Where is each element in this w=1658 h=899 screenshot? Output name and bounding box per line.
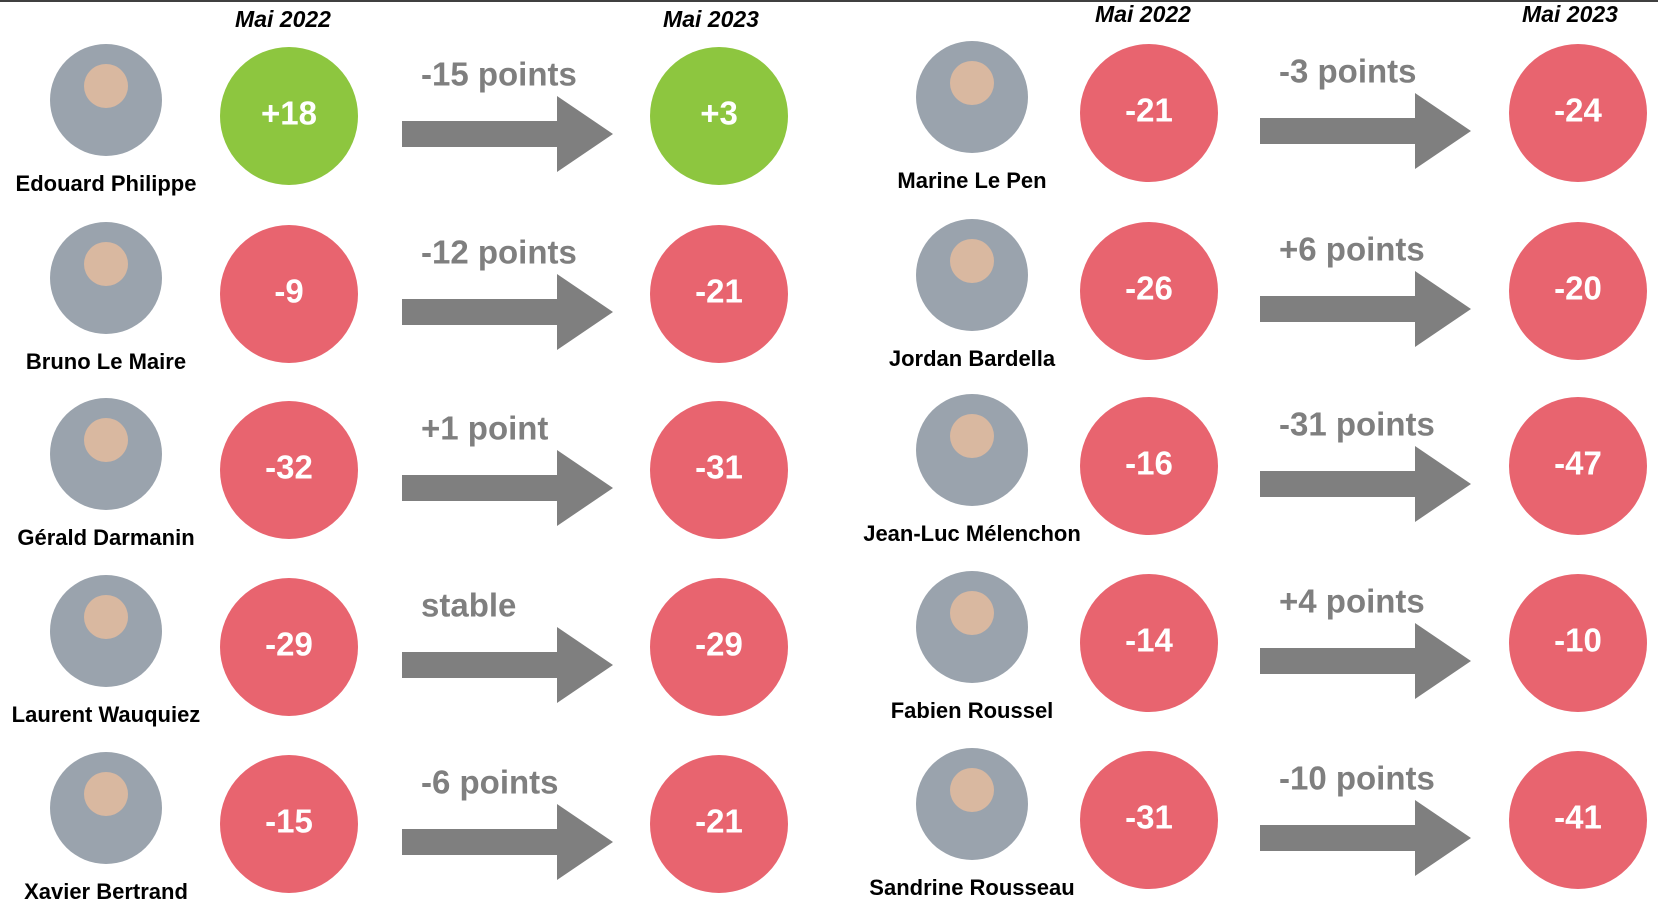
score-2023: -24 (1554, 92, 1602, 129)
arrow (1260, 271, 1471, 347)
score-2023: +3 (700, 95, 738, 132)
portrait-head (950, 61, 994, 105)
portrait-head (84, 64, 128, 108)
arrow (402, 627, 613, 703)
infographic: Mai 2022 Mai 2023 Edouard Philippe +18 +3 -15… (0, 0, 1658, 899)
change-label: -3 points (1279, 53, 1417, 90)
portrait-head (950, 414, 994, 458)
score-2022: -31 (1125, 799, 1173, 836)
score-2022: -29 (265, 626, 313, 663)
portrait-head (84, 595, 128, 639)
portrait-head (950, 239, 994, 283)
arrow (402, 274, 613, 350)
score-2022: -21 (1125, 92, 1173, 129)
arrow (402, 96, 613, 172)
person-name: Bruno Le Maire (26, 349, 186, 374)
score-2023: -21 (695, 273, 743, 310)
person-name: Gérald Darmanin (17, 525, 194, 550)
change-label: +6 points (1279, 231, 1425, 268)
person-name: Xavier Bertrand (24, 879, 188, 899)
change-label: +1 point (421, 410, 548, 447)
person-name: Sandrine Rousseau (869, 875, 1074, 899)
change-label: -15 points (421, 56, 577, 93)
portrait-head (950, 591, 994, 635)
portrait-head (84, 242, 128, 286)
person-name: Laurent Wauquiez (12, 702, 201, 727)
change-label: +4 points (1279, 583, 1425, 620)
person-name: Marine Le Pen (897, 168, 1046, 193)
score-2022: -26 (1125, 270, 1173, 307)
score-2022: -16 (1125, 445, 1173, 482)
person-name: Jordan Bardella (889, 346, 1056, 371)
score-2022: +18 (261, 95, 317, 132)
arrow (402, 804, 613, 880)
score-2023: -21 (695, 803, 743, 840)
change-label: -6 points (421, 764, 559, 801)
portrait-head (84, 418, 128, 462)
person-name: Edouard Philippe (16, 171, 197, 196)
portrait-head (950, 768, 994, 812)
arrow (1260, 800, 1471, 876)
column-header: Mai 2023 (663, 6, 759, 32)
change-label: stable (421, 587, 516, 624)
arrow (402, 450, 613, 526)
person-name: Jean-Luc Mélenchon (863, 521, 1081, 546)
portrait-head (84, 772, 128, 816)
score-2023: -41 (1554, 799, 1602, 836)
score-2022: -32 (265, 449, 313, 486)
change-label: -12 points (421, 234, 577, 271)
column-header: Mai 2022 (1095, 1, 1191, 27)
column-header: Mai 2023 (1522, 1, 1618, 27)
person-name: Fabien Roussel (891, 698, 1054, 723)
score-2023: -20 (1554, 270, 1602, 307)
column-header: Mai 2022 (235, 6, 331, 32)
score-2023: -29 (695, 626, 743, 663)
score-2022: -9 (274, 273, 303, 310)
arrow (1260, 93, 1471, 169)
arrow (1260, 446, 1471, 522)
change-label: -31 points (1279, 406, 1435, 443)
score-2023: -47 (1554, 445, 1602, 482)
change-label: -10 points (1279, 760, 1435, 797)
score-2022: -15 (265, 803, 313, 840)
score-2023: -10 (1554, 622, 1602, 659)
score-2023: -31 (695, 449, 743, 486)
arrow (1260, 623, 1471, 699)
score-2022: -14 (1125, 622, 1173, 659)
